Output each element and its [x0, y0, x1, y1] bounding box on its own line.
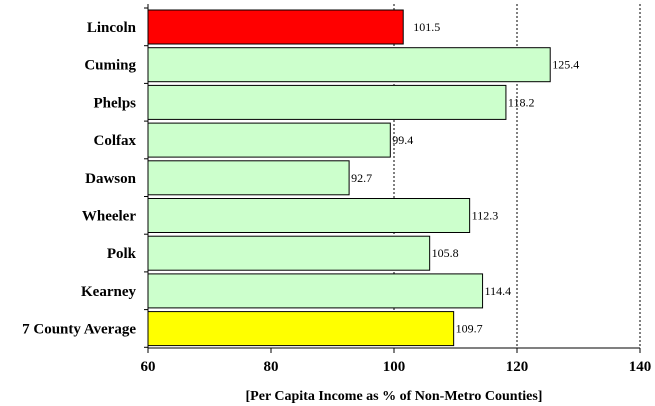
category-label-wheeler: Wheeler	[82, 209, 136, 225]
data-label-7-county-average: 109.7	[456, 322, 483, 336]
x-tick-label-120: 120	[506, 359, 529, 375]
tick-labels: 60 80 100 120 140	[141, 359, 652, 375]
bars	[147, 9, 551, 347]
data-label-dawson: 92.7	[351, 171, 372, 185]
bar-lincoln	[147, 9, 404, 45]
x-tick-label-140: 140	[629, 359, 652, 375]
category-label-kearney: Kearney	[81, 284, 136, 300]
category-label-colfax: Colfax	[94, 133, 137, 149]
data-label-wheeler: 112.3	[472, 209, 499, 223]
x-tick-label-60: 60	[141, 359, 156, 375]
x-tick-label-100: 100	[383, 359, 406, 375]
category-labels: Lincoln Cuming Phelps Colfax Dawson Wheeler Po…	[22, 20, 137, 338]
data-labels: 101.5 125.4 118.2 99.4 92.7 112.3 105.8 114.4 10…	[351, 20, 579, 336]
category-label-7-county-average: 7 County Average	[22, 322, 136, 338]
category-label-dawson: Dawson	[85, 171, 137, 187]
category-label-cuming: Cuming	[84, 58, 136, 74]
bar-phelps	[147, 84, 507, 120]
bar-kearney	[147, 273, 484, 309]
bar-colfax	[147, 122, 391, 158]
category-label-polk: Polk	[107, 246, 137, 262]
data-label-phelps: 118.2	[508, 95, 535, 109]
x-tick-label-80: 80	[264, 359, 279, 375]
bar-cuming	[147, 47, 551, 83]
x-axis-title: [Per Capita Income as % of Non-Metro Cou…	[246, 389, 543, 404]
data-label-polk: 105.8	[432, 246, 459, 260]
data-label-lincoln: 101.5	[413, 20, 440, 34]
data-label-colfax: 99.4	[392, 133, 413, 147]
category-label-lincoln: Lincoln	[87, 20, 137, 36]
bar-7-county-average	[147, 311, 455, 347]
data-label-cuming: 125.4	[552, 58, 579, 72]
category-label-phelps: Phelps	[93, 95, 136, 111]
axes	[144, 4, 641, 353]
data-label-kearney: 114.4	[485, 284, 512, 298]
bar-dawson	[147, 160, 350, 196]
bar-wheeler	[147, 198, 471, 233]
bar-polk	[147, 235, 431, 271]
